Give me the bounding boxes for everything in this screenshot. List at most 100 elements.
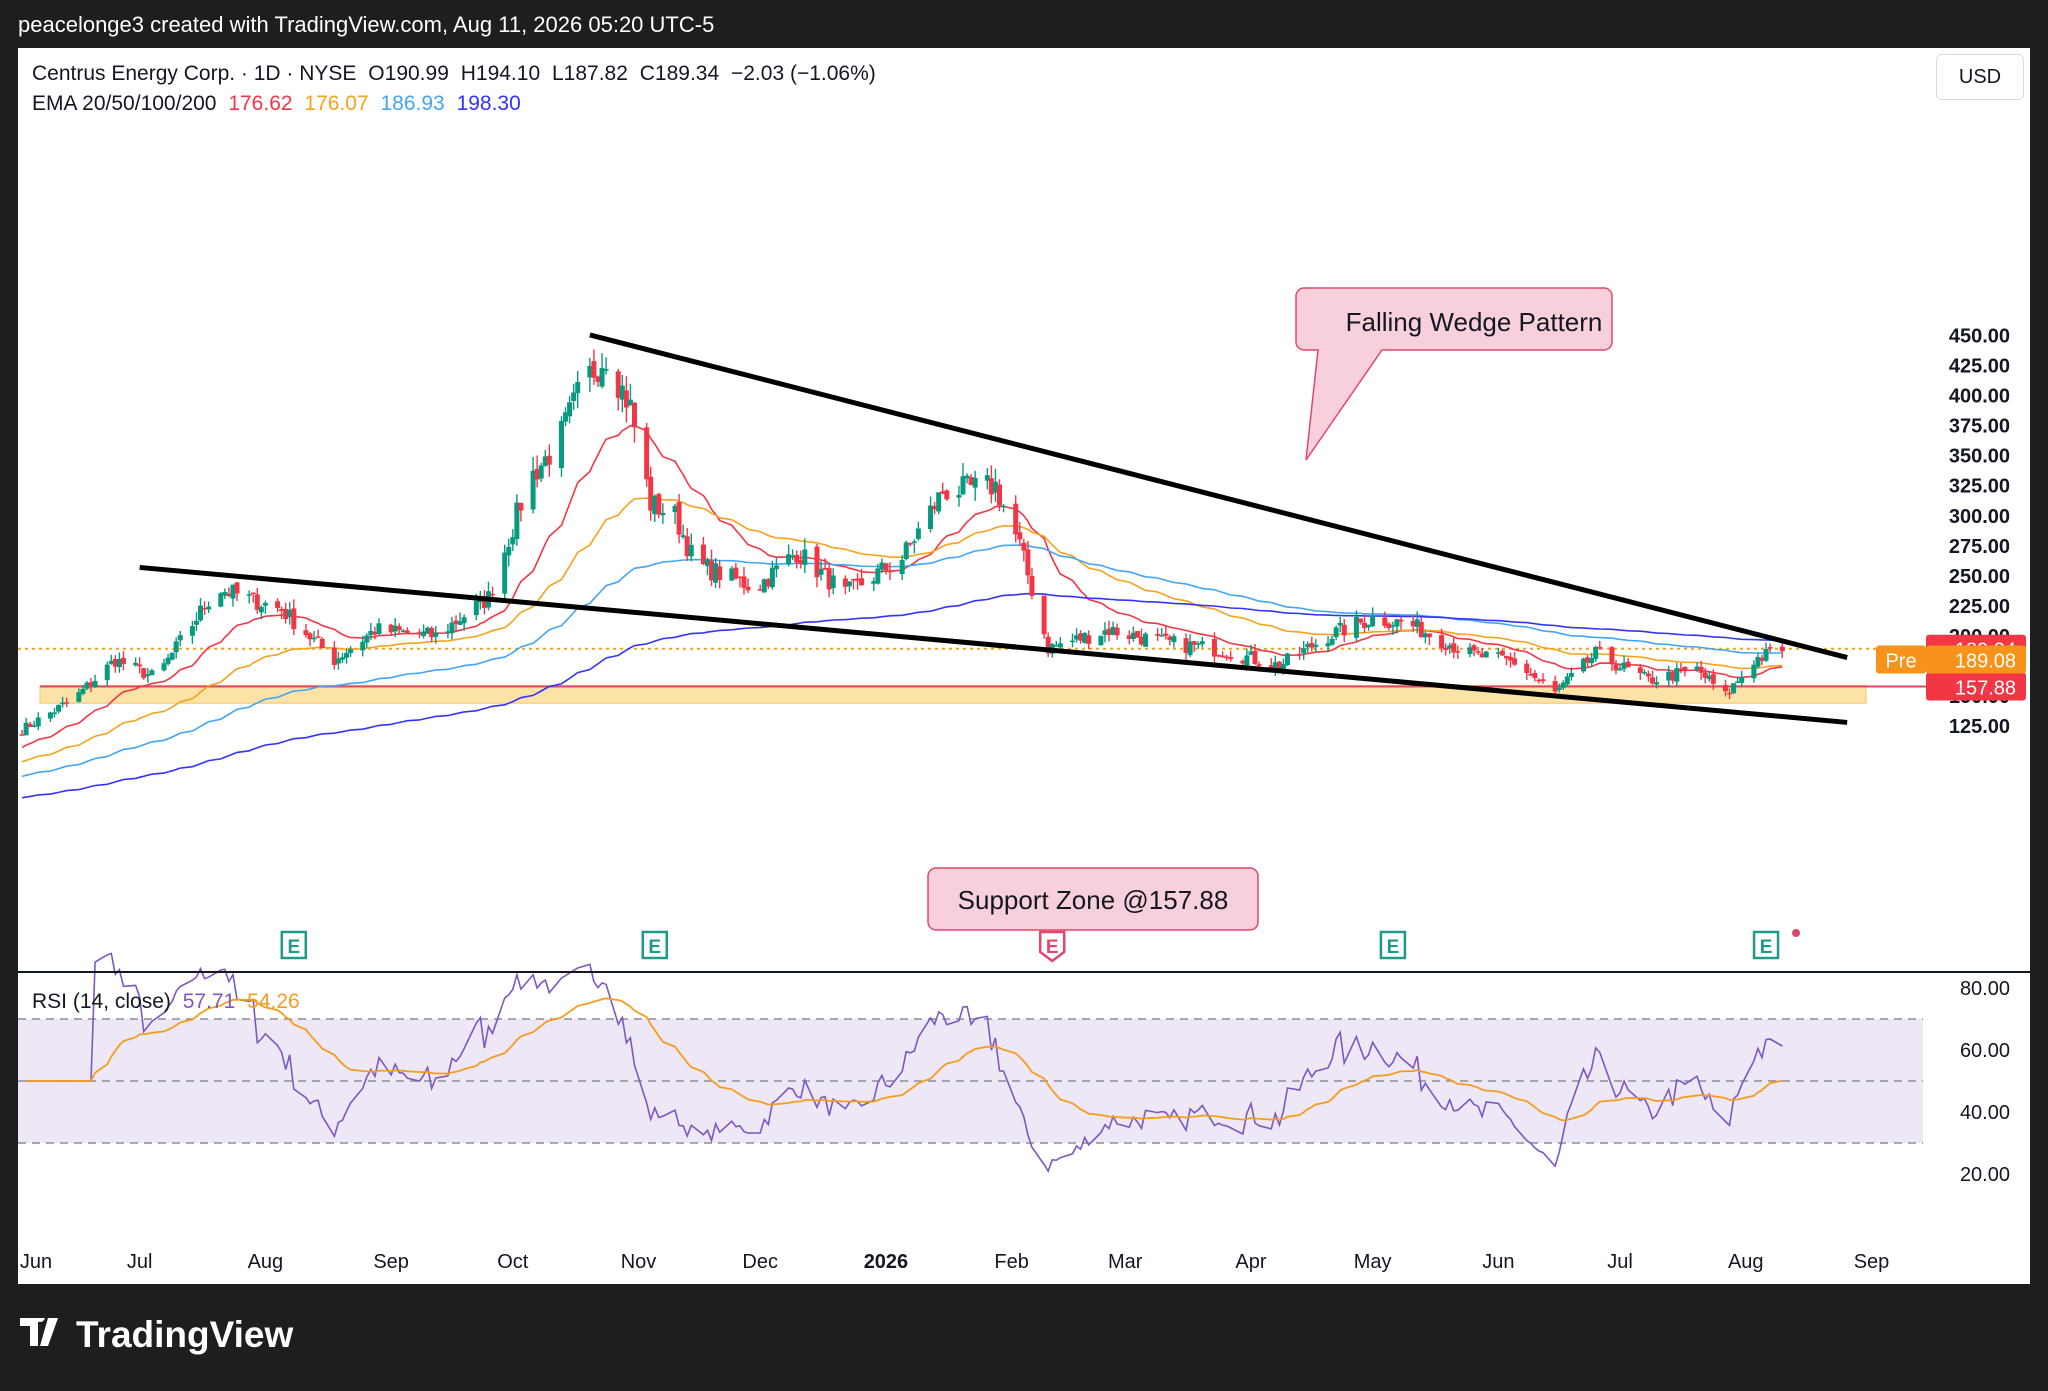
candle-body bbox=[859, 578, 865, 586]
candle-body bbox=[510, 537, 516, 545]
candle-body bbox=[1694, 666, 1700, 670]
attribution-bar: peacelonge3 created with TradingView.com… bbox=[18, 12, 715, 37]
candle-body bbox=[1082, 632, 1088, 643]
candle-body bbox=[1280, 664, 1286, 670]
candle-body bbox=[1171, 636, 1177, 643]
candle-body bbox=[1301, 648, 1307, 654]
candle-body bbox=[790, 555, 796, 557]
candle-body bbox=[830, 575, 836, 589]
candle-body bbox=[1763, 648, 1769, 661]
candle-body bbox=[1698, 666, 1704, 673]
ema-label[interactable]: EMA 20/50/100/200 bbox=[32, 92, 217, 115]
candle-body bbox=[1021, 542, 1027, 551]
candle-body bbox=[1398, 619, 1404, 622]
candle-body bbox=[88, 682, 94, 687]
candle-body bbox=[1552, 681, 1558, 692]
candle-body bbox=[1001, 505, 1007, 508]
candle-body bbox=[137, 664, 143, 667]
candle-body bbox=[1078, 633, 1084, 641]
candle-body bbox=[1370, 616, 1376, 627]
candle-body bbox=[1325, 643, 1331, 647]
candle-body bbox=[903, 542, 909, 560]
change-value: −2.03 (−1.06%) bbox=[730, 62, 876, 85]
candle-body bbox=[1041, 595, 1047, 635]
candle-body bbox=[461, 617, 467, 624]
candle-body bbox=[1390, 625, 1396, 627]
candle-body bbox=[1471, 645, 1477, 651]
candle-body bbox=[842, 578, 848, 587]
candle-body bbox=[871, 581, 877, 584]
candle-body bbox=[883, 563, 889, 571]
candle-body bbox=[644, 427, 650, 480]
candle-body bbox=[19, 734, 25, 736]
time-tick-label: Jul bbox=[1607, 1251, 1633, 1273]
currency-button[interactable]: USD bbox=[1936, 54, 2024, 100]
candle-body bbox=[1637, 667, 1643, 673]
candle-body bbox=[177, 635, 183, 641]
earnings-marker[interactable] bbox=[1379, 930, 1407, 960]
candle-body bbox=[1110, 627, 1116, 635]
price-tick-label: 325.00 bbox=[1949, 476, 2010, 498]
rsi-label[interactable]: RSI (14, close) bbox=[32, 990, 171, 1013]
wedge-annotation-callout[interactable] bbox=[1295, 287, 1613, 461]
candle-body bbox=[631, 402, 637, 428]
candle-body bbox=[291, 608, 297, 630]
candle-body bbox=[915, 528, 921, 539]
support-price-label-box bbox=[1926, 672, 2026, 701]
symbol-label[interactable]: Centrus Energy Corp. · 1D · NYSE bbox=[32, 62, 357, 85]
earnings-marker[interactable] bbox=[641, 930, 669, 960]
price-chart[interactable]: 450.00 425.00 400.00 375.00 350.00 325.00 300.… bbox=[18, 48, 2030, 1284]
candle-body bbox=[1216, 654, 1222, 657]
earnings-marker[interactable] bbox=[280, 930, 308, 960]
price-tick-label: 225.00 bbox=[1949, 596, 2010, 618]
candle-body bbox=[648, 476, 654, 511]
open-label: O bbox=[368, 62, 385, 85]
earnings-marker-label: E bbox=[1387, 937, 1400, 958]
candle-body bbox=[940, 491, 946, 494]
candle-body bbox=[1057, 643, 1063, 648]
time-tick-label: Feb bbox=[994, 1251, 1028, 1273]
candle-body bbox=[656, 493, 662, 515]
candle-body bbox=[757, 589, 763, 591]
candle-body bbox=[368, 630, 374, 636]
candle-body bbox=[64, 702, 70, 704]
candle-body bbox=[1666, 671, 1672, 681]
candle-body bbox=[1597, 646, 1603, 649]
candle-body bbox=[1532, 672, 1538, 679]
candle-body bbox=[1483, 651, 1489, 658]
wedge-annotation-text: Falling Wedge Pattern bbox=[1346, 307, 1603, 337]
time-tick-label: Aug bbox=[1728, 1251, 1764, 1273]
candle-body bbox=[1475, 651, 1481, 653]
candle-body bbox=[372, 631, 378, 635]
candle-body bbox=[1755, 656, 1761, 667]
time-tick-label: Nov bbox=[621, 1251, 657, 1273]
candle-body bbox=[275, 601, 281, 608]
candle-body bbox=[116, 658, 122, 668]
chart-panel[interactable]: 450.00 425.00 400.00 375.00 350.00 325.00 300.… bbox=[18, 48, 2030, 1284]
candle-body bbox=[713, 563, 719, 583]
support-annotation-box[interactable] bbox=[927, 867, 1259, 931]
candle-body bbox=[1613, 664, 1619, 671]
candle-body bbox=[76, 692, 82, 702]
candle-body bbox=[1410, 620, 1416, 627]
candle-body bbox=[1645, 673, 1651, 677]
candle-body bbox=[786, 554, 792, 565]
candle-body bbox=[1568, 672, 1574, 677]
ema-legend: EMA 20/50/100/200 176.62 176.07 186.93 1… bbox=[32, 92, 527, 116]
rsi-ma-value: 54.26 bbox=[247, 990, 300, 1013]
time-tick-label: Apr bbox=[1235, 1251, 1266, 1273]
candle-body bbox=[189, 626, 195, 636]
wedge-upper-trendline[interactable] bbox=[589, 332, 1848, 660]
candle-body bbox=[1244, 655, 1250, 666]
wedge-lower-trendline[interactable] bbox=[139, 564, 1848, 725]
candle-body bbox=[907, 543, 913, 545]
candle-body bbox=[173, 641, 179, 653]
close-value: 189.34 bbox=[654, 62, 720, 85]
earnings-marker[interactable] bbox=[1038, 930, 1066, 963]
earnings-marker[interactable] bbox=[1752, 930, 1780, 960]
candle-body bbox=[246, 594, 252, 596]
support-annotation-text: Support Zone @157.88 bbox=[958, 885, 1229, 915]
candle-body bbox=[575, 381, 581, 394]
time-tick-label: Jun bbox=[20, 1251, 52, 1273]
time-tick-label: Jun bbox=[1482, 1251, 1514, 1273]
